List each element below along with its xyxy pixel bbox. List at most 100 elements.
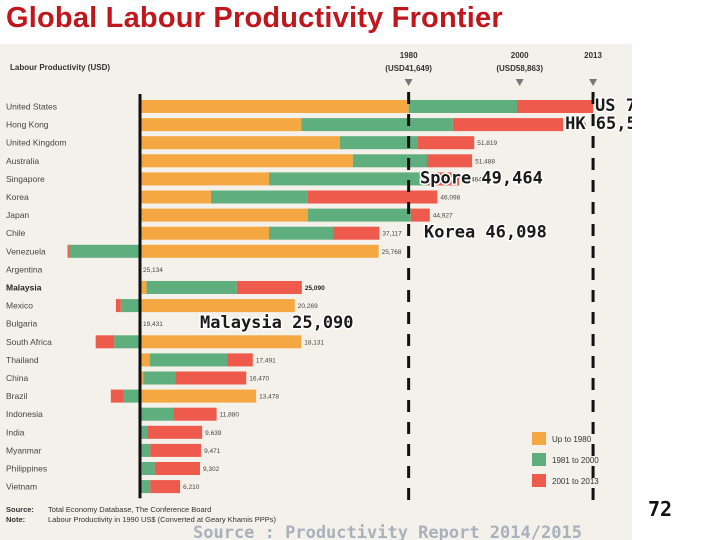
page-number: 72 — [648, 497, 673, 521]
bar-malaysia-2001-to-2013 — [236, 281, 302, 294]
bar-korea-up-to-1980 — [140, 190, 211, 204]
callout-hk: HK 65,598 — [565, 114, 632, 134]
value-label-vietnam: 6,210 — [183, 484, 200, 491]
country-label-united-kingdom: United Kingdom — [6, 138, 66, 148]
value-label-chile: 37,117 — [382, 231, 402, 238]
bar-thailand-up-to-1980 — [140, 353, 150, 367]
bar-indonesia-2001-to-2013 — [173, 407, 217, 421]
bar-vietnam-1981-to-2000 — [140, 480, 151, 494]
bar-united-kingdom-up-to-1980 — [140, 136, 340, 150]
ref-label-2013: 2013 — [584, 51, 602, 60]
legend-label-2001-to-2013: 2001 to 2013 — [552, 477, 599, 486]
bar-united-kingdom-1981-to-2000 — [339, 136, 418, 150]
bar-australia-up-to-1980 — [140, 154, 353, 168]
bar-korea-2001-to-2013 — [307, 190, 438, 204]
bar-chile-1981-to-2000 — [269, 226, 334, 240]
bar-indonesia-1981-to-2000 — [141, 407, 174, 421]
country-label-mexico: Mexico — [6, 301, 33, 311]
bar-united-states-up-to-1980 — [140, 100, 409, 113]
country-label-australia: Australia — [6, 156, 39, 166]
value-label-malaysia: 25,090 — [305, 285, 325, 292]
bar-thailand-1981-to-2000 — [149, 353, 228, 367]
country-label-vietnam: Vietnam — [6, 482, 37, 492]
bar-myanmar-1981-to-2000 — [140, 443, 151, 457]
bar-thailand-2001-to-2013 — [227, 353, 253, 367]
value-label-united-states: 70,242 — [596, 104, 616, 111]
ref-marker-2000 — [515, 79, 524, 86]
bar-myanmar-2001-to-2013 — [150, 443, 202, 457]
bar-singapore-1981-to-2000 — [269, 172, 428, 186]
bar-japan-1981-to-2000 — [307, 208, 411, 222]
bar-vietnam-2001-to-2013 — [150, 480, 181, 494]
bar-australia-1981-to-2000 — [352, 154, 428, 168]
chart-panel: Labour Productivity (USD) Source: Total … — [0, 44, 632, 540]
bar-hong-kong-1981-to-2000 — [301, 118, 453, 132]
bar-united-kingdom-2001-to-2013 — [417, 136, 475, 150]
bar-philippines-1981-to-2000 — [141, 462, 155, 475]
bar-brazil-1981-to-2000 — [123, 389, 140, 403]
value-label-japan: 44,927 — [433, 213, 453, 220]
bar-japan-2001-to-2013 — [410, 208, 430, 222]
ref-sublabel-1980: (USD41,649) — [385, 64, 432, 73]
productivity-chart: Labour Productivity (USD) Source: Total … — [6, 51, 632, 540]
value-label-china: 16,470 — [249, 376, 269, 383]
bar-singapore-up-to-1980 — [140, 172, 269, 186]
bar-venezuela-1981-to-2000 — [69, 244, 140, 258]
footer-source: Source : Productivity Report 2014/2015 — [193, 523, 582, 540]
ref-marker-2013 — [589, 79, 598, 86]
value-label-indonesia: 11,880 — [220, 412, 240, 419]
legend-swatch-up-to-1980 — [532, 432, 546, 445]
country-label-bulgaria: Bulgaria — [6, 319, 37, 329]
bar-japan-up-to-1980 — [140, 208, 308, 222]
value-label-thailand: 17,491 — [256, 357, 276, 364]
note-label: Note: — [6, 515, 25, 524]
callout-korea: Korea 46,098 — [424, 223, 547, 243]
bar-venezuela-2001-to-2013 — [67, 244, 70, 258]
country-label-venezuela: Venezuela — [6, 246, 46, 256]
country-label-united-states: United States — [6, 102, 57, 112]
bar-mexico-1981-to-2000 — [120, 299, 140, 313]
bar-singapore-2001-to-2013 — [427, 172, 460, 186]
bar-china-2001-to-2013 — [175, 371, 247, 385]
ref-sublabel-2000: (USD58,863) — [496, 64, 543, 73]
bar-malaysia-up-to-1980 — [140, 281, 147, 294]
ref-marker-1980 — [404, 79, 413, 86]
value-label-singapore: 49,464 — [462, 176, 482, 183]
callout-us: US 70,242 — [595, 96, 632, 116]
source-label: Source: — [6, 505, 34, 514]
bar-brazil-2001-to-2013 — [110, 389, 124, 403]
value-label-argentina: 25,134 — [143, 267, 163, 274]
bar-united-states-2001-to-2013 — [516, 100, 594, 113]
value-label-philippines: 9,302 — [203, 466, 220, 473]
note-text: Labour Productivity in 1990 US$ (Convert… — [48, 515, 277, 524]
bar-china-up-to-1980 — [140, 371, 144, 385]
bar-india-1981-to-2000 — [140, 425, 148, 439]
bar-chile-up-to-1980 — [140, 226, 269, 240]
bar-india-2001-to-2013 — [147, 425, 203, 439]
bar-mexico-2001-to-2013 — [115, 299, 121, 313]
bar-philippines-2001-to-2013 — [154, 462, 200, 475]
country-label-china: China — [6, 373, 28, 383]
bar-venezuela-up-to-1980 — [140, 244, 379, 258]
slide-title: Global Labour Productivity Frontier — [6, 2, 503, 34]
legend-label-1981-to-2000: 1981 to 2000 — [552, 456, 599, 465]
legend-label-up-to-1980: Up to 1980 — [552, 435, 592, 444]
legend-swatch-1981-to-2000 — [532, 453, 546, 466]
country-label-south-africa: South Africa — [6, 337, 52, 347]
bar-mexico-up-to-1980 — [140, 299, 295, 313]
country-label-chile: Chile — [6, 228, 26, 238]
bar-chile-2001-to-2013 — [333, 226, 380, 240]
value-label-brazil: 13,478 — [259, 394, 279, 401]
value-label-united-kingdom: 51,819 — [477, 140, 497, 147]
bar-south-africa-2001-to-2013 — [95, 335, 115, 349]
value-label-venezuela: 25,768 — [382, 249, 402, 256]
value-label-australia: 51,488 — [475, 158, 495, 165]
country-label-india: India — [6, 427, 25, 437]
chart-title: Labour Productivity (USD) — [10, 63, 110, 72]
bar-korea-1981-to-2000 — [210, 190, 308, 204]
value-label-bulgaria: 19,431 — [143, 321, 163, 328]
country-label-indonesia: Indonesia — [6, 409, 43, 419]
source-text: Total Economy Database, The Conference B… — [48, 505, 211, 514]
bar-south-africa-up-to-1980 — [140, 335, 302, 349]
bar-hong-kong-2001-to-2013 — [452, 118, 564, 132]
